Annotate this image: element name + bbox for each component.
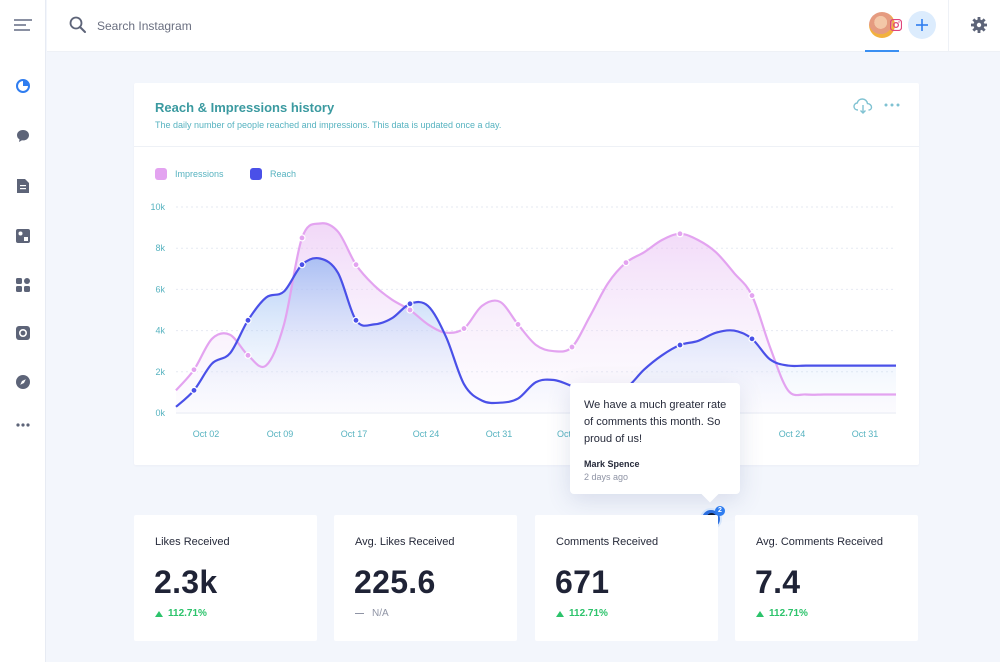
stat-label: Avg. Comments Received [756,536,883,548]
stat-label: Likes Received [155,536,230,548]
legend-swatch-reach [250,168,262,180]
impressions-point[interactable] [244,351,252,359]
y-tick-label: 8k [155,243,165,253]
impressions-line [175,222,896,397]
legend-label-reach: Reach [270,169,297,179]
reach-point[interactable] [406,300,414,308]
legend-impressions[interactable]: Impressions [155,167,224,181]
stat-card-avg-comments: Avg. Comments Received 7.4 112.71% [735,515,918,641]
impressions-point[interactable] [352,261,360,269]
legend-reach[interactable]: Reach [250,167,296,181]
legend-swatch-impressions [155,168,167,180]
impressions-point[interactable] [298,234,306,242]
stat-card-comments: Comments Received 671 112.71% [535,515,718,641]
stat-value: 2.3k [154,564,218,600]
plus-icon [916,19,928,31]
add-account-button[interactable] [908,11,936,39]
x-tick-label: Oct [557,429,572,439]
stat-change-value: 112.71% [168,608,207,619]
stat-value: 671 [555,564,610,600]
x-tick-label: Oct 17 [341,429,368,439]
trend-neutral-icon [355,613,364,614]
comment-count-badge: 2 [715,506,725,516]
search-icon [69,16,86,33]
tooltip-text: We have a much greater rate of comments … [584,399,727,445]
impressions-point[interactable] [406,306,414,314]
x-tick-label: Oct 24 [413,429,440,439]
impressions-point[interactable] [622,259,630,267]
stat-change-value: N/A [372,608,389,619]
camera-icon[interactable] [8,318,38,348]
x-tick-label: Oct 31 [852,429,879,439]
stat-label: Comments Received [556,536,659,548]
reach-point[interactable] [748,335,756,343]
impressions-point[interactable] [190,366,198,374]
reach-point[interactable] [190,386,198,394]
stat-label: Avg. Likes Received [355,536,455,548]
legend-label-impressions: Impressions [175,169,224,179]
stat-card-likes: Likes Received 2.3k 112.71% [134,515,317,641]
stat-value: 225.6 [354,564,436,600]
tooltip-author: Mark Spence [584,459,640,469]
y-tick-label: 6k [155,284,165,294]
analytics-icon[interactable] [8,71,38,101]
x-tick-label: Oct 09 [267,429,294,439]
media-icon[interactable] [8,221,38,251]
topbar-divider [948,0,949,52]
y-tick-label: 10k [150,202,165,212]
stat-change: 112.71% [756,608,808,619]
document-icon[interactable] [8,171,38,201]
impressions-point[interactable] [568,343,576,351]
card-header-divider [134,146,919,147]
gear-icon[interactable] [969,15,989,35]
cloud-download-icon[interactable] [853,98,873,114]
topbar [47,0,1000,52]
reach-line [175,257,896,408]
y-tick-label: 2k [155,367,165,377]
x-tick-label: Oct 02 [193,429,220,439]
area-chart: 0k 2k 4k 6k 8k 10k Oct 02 Oct 09 Oct 17 Oct 24 Oct… [150,202,896,439]
trend-up-icon [756,610,764,617]
comment-tooltip: We have a much greater rate of comments … [570,383,740,494]
reach-impressions-card: Reach & Impressions history The daily nu… [134,83,919,465]
reach-point[interactable] [352,316,360,324]
more-icon[interactable] [8,410,38,440]
x-tick-label: Oct 24 [779,429,806,439]
reach-point[interactable] [298,261,306,269]
impressions-point[interactable] [514,320,522,329]
card-title: Reach & Impressions history [155,100,335,115]
stat-change: N/A [355,608,389,619]
y-tick-label: 4k [155,326,165,336]
active-account-indicator [865,50,899,52]
reach-area [176,258,896,413]
more-options-icon[interactable] [883,100,901,110]
stat-change: 112.71% [155,608,207,619]
sidebar [0,0,46,662]
impressions-point[interactable] [460,324,468,333]
stat-value: 7.4 [755,564,801,600]
message-icon[interactable] [8,121,38,151]
trend-up-icon [155,610,163,617]
reach-point[interactable] [676,341,684,349]
stat-card-avg-likes: Avg. Likes Received 225.6 N/A [334,515,517,641]
apps-icon[interactable] [8,270,38,300]
impressions-point[interactable] [676,230,684,238]
stat-change: 112.71% [556,608,608,619]
tooltip-time: 2 days ago [584,472,629,482]
x-tick-label: Oct 31 [486,429,513,439]
instagram-icon [890,19,902,31]
stat-change-value: 112.71% [769,608,808,619]
card-subtitle: The daily number of people reached and i… [155,120,502,130]
search-input[interactable] [97,14,397,38]
trend-up-icon [556,610,564,617]
impressions-point[interactable] [748,291,756,300]
y-tick-label: 0k [155,408,165,418]
stat-change-value: 112.71% [569,608,608,619]
menu-icon[interactable] [8,10,38,40]
compass-icon[interactable] [8,367,38,397]
reach-point[interactable] [244,316,252,324]
